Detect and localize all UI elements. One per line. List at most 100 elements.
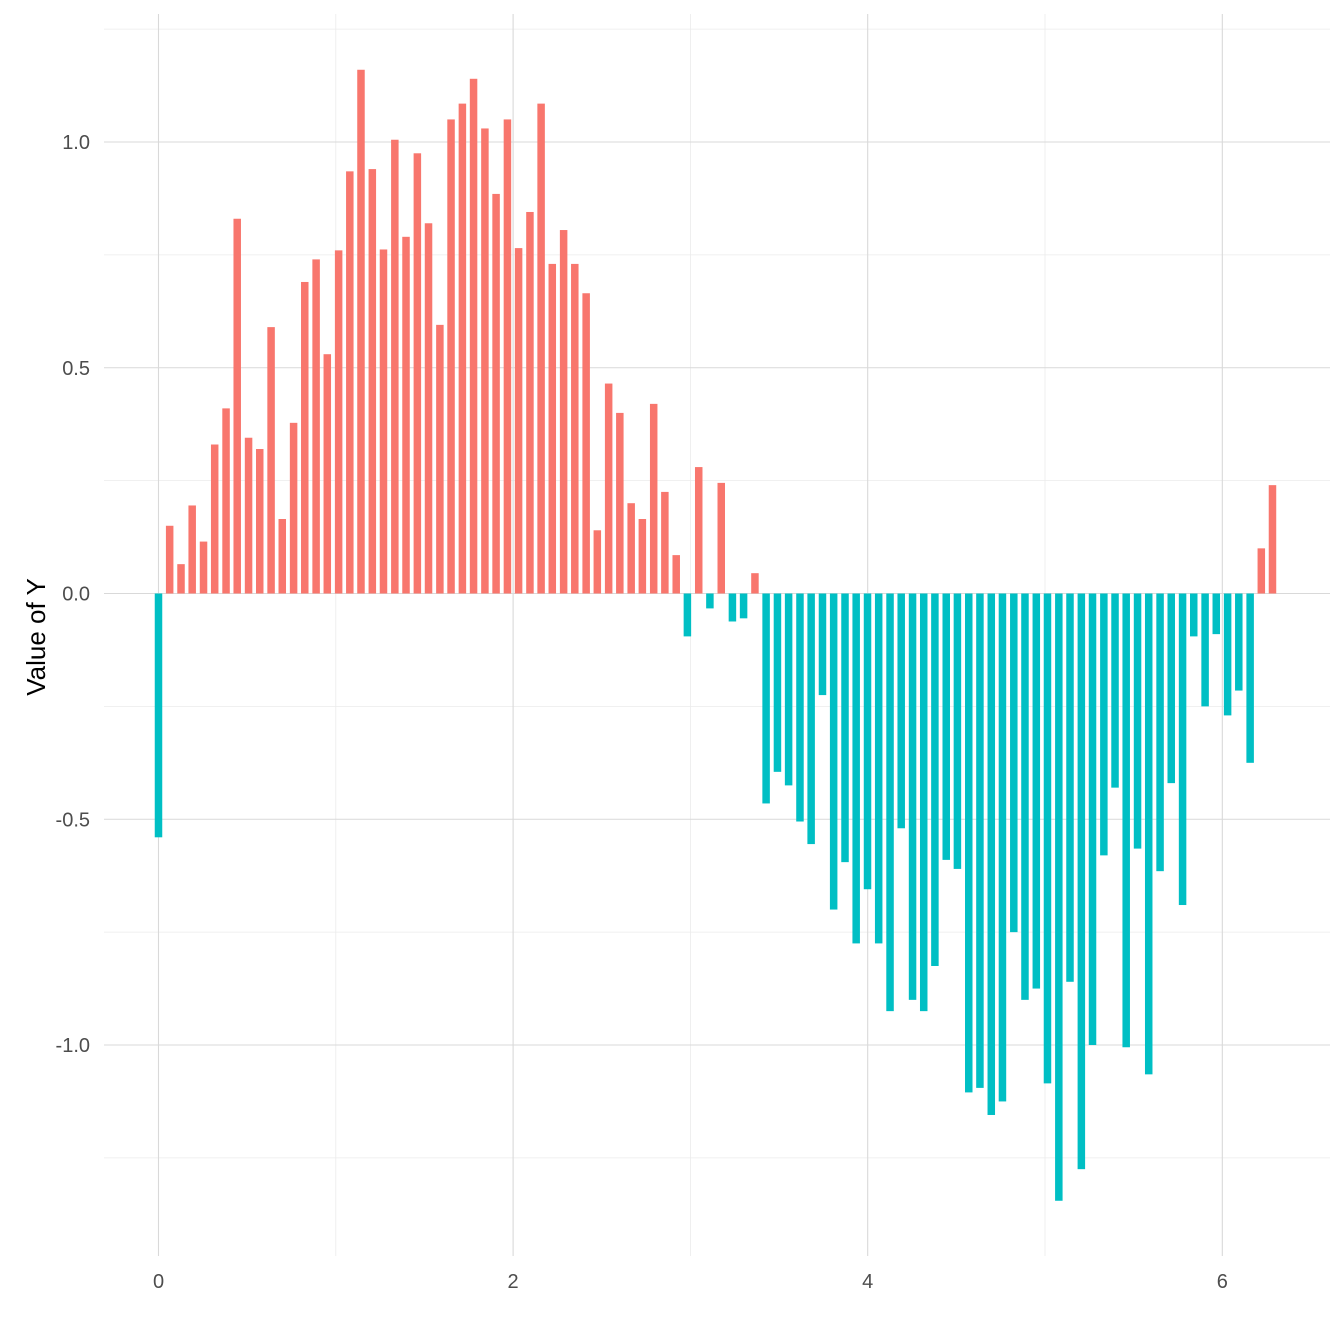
bar-positive (481, 128, 489, 594)
bar-negative (1043, 593, 1052, 1084)
bar-positive (368, 169, 377, 594)
bar-negative (1156, 593, 1164, 872)
bar-negative (1133, 593, 1142, 849)
bar-negative (706, 593, 714, 609)
bar-positive (627, 503, 635, 594)
bar-positive (210, 444, 219, 594)
bar-positive (582, 293, 590, 594)
y-tick-label: 0.5 (62, 358, 90, 380)
bar-negative (987, 593, 996, 1115)
bar-positive (537, 103, 545, 594)
y-tick-label: -1.0 (56, 1035, 90, 1057)
bar-positive (379, 249, 388, 594)
bars (154, 69, 1277, 1201)
bar-negative (897, 593, 905, 829)
bar-positive (436, 324, 444, 594)
bar-negative (807, 593, 815, 845)
bar-positive (661, 491, 669, 594)
bar-negative (1032, 593, 1041, 989)
bar-negative (1167, 593, 1175, 784)
bar-negative (784, 593, 793, 786)
bar-positive (177, 564, 185, 594)
bar-positive (469, 78, 478, 594)
bar-positive (233, 218, 241, 594)
bar-positive (334, 250, 343, 594)
bar-negative (1201, 593, 1209, 707)
bar-negative (976, 593, 984, 1088)
x-tick-label: 6 (1217, 1271, 1228, 1293)
bar-negative (1212, 593, 1221, 635)
bar-positive (267, 327, 275, 594)
bar-positive (357, 69, 365, 594)
bar-negative (998, 593, 1007, 1102)
bar-negative (852, 593, 860, 944)
bar-positive (717, 482, 725, 594)
bar-positive (604, 383, 613, 594)
bar-negative (1178, 593, 1187, 906)
bar-negative (965, 593, 973, 1093)
bar-negative (1077, 593, 1086, 1170)
bar-positive (255, 449, 264, 594)
y-tick-label: 0.0 (62, 584, 90, 606)
bar-positive (188, 505, 196, 594)
bar-positive (503, 119, 512, 594)
bar-negative (728, 593, 737, 622)
bar-negative (908, 593, 917, 1000)
bar-positive (447, 119, 455, 594)
bar-negative (762, 593, 770, 804)
bar-positive (413, 153, 422, 594)
bar-negative (931, 593, 939, 966)
bar-positive (346, 171, 354, 594)
bar-negative (818, 593, 827, 696)
bar-positive (301, 281, 309, 594)
bar-negative (1122, 593, 1130, 1048)
bar-positive (559, 230, 568, 594)
bar-positive (278, 519, 287, 594)
bar-positive (312, 259, 320, 594)
y-axis-title: Value of Y (21, 578, 51, 696)
bar-negative (683, 593, 692, 637)
bar-negative (919, 593, 928, 1012)
bar-negative (796, 593, 804, 822)
bar-positive (616, 412, 624, 594)
bar-positive (649, 403, 658, 594)
bar-negative (1144, 593, 1153, 1075)
bar-positive (458, 103, 467, 594)
bar-positive (571, 263, 579, 594)
bar-negative (739, 593, 748, 619)
bar-negative (874, 593, 883, 944)
bar-positive (526, 211, 534, 594)
bar-negative (154, 593, 163, 838)
tick-labels: 1.0 0.5 0.0 -0.5 -1.0 0 2 4 6 (56, 132, 1228, 1293)
bar-negative (1088, 593, 1097, 1045)
bar-positive (1257, 548, 1266, 594)
bar-positive (391, 139, 399, 594)
bar-positive (165, 525, 174, 594)
bar-negative (1111, 593, 1119, 788)
bar-negative (863, 593, 872, 890)
bar-negative (773, 593, 782, 772)
bar-positive (638, 519, 647, 594)
bar-negative (1100, 593, 1108, 856)
bar-positive (199, 541, 208, 594)
bar-positive (548, 263, 557, 594)
bar-negative (1223, 593, 1232, 716)
bar-positive (244, 437, 253, 594)
bar-positive (751, 573, 759, 594)
bar-positive (672, 555, 680, 594)
x-tick-label: 0 (153, 1271, 164, 1293)
bar-negative (1010, 593, 1018, 933)
bar-positive (402, 236, 410, 594)
bar-negative (953, 593, 962, 869)
bar-positive (323, 354, 332, 594)
bar-positive (514, 248, 523, 594)
bar-negative (1246, 593, 1254, 763)
bar-negative (1021, 593, 1029, 1000)
bar-negative (1190, 593, 1198, 637)
bar-positive (289, 422, 298, 594)
bar-positive (222, 408, 230, 594)
bar-negative (829, 593, 838, 910)
x-tick-label: 2 (508, 1271, 519, 1293)
y-tick-label: -0.5 (56, 809, 90, 831)
